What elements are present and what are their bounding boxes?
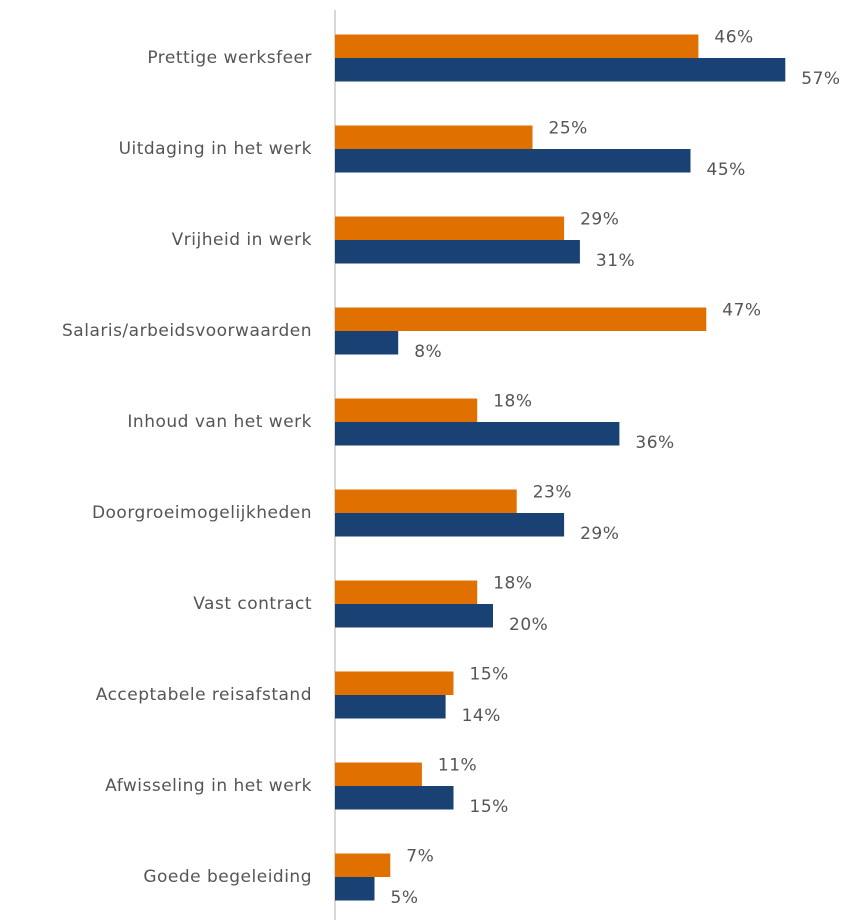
value-label: 15% [470,664,509,684]
bar [335,58,786,82]
value-label: 20% [509,615,548,635]
value-label: 11% [438,755,477,775]
bar [335,34,699,58]
bar [335,786,454,810]
bar [335,762,422,786]
category-label: Doorgroeimogelijkheden [92,503,312,523]
bar [335,240,580,264]
value-label: 8% [414,342,442,362]
value-label: 29% [580,209,619,229]
bar [335,216,565,240]
value-label: 29% [580,524,619,544]
category-label: Prettige werksfeer [147,48,312,68]
value-label: 57% [801,69,840,89]
category-label: Inhoud van het werk [127,412,312,432]
bar [335,604,493,628]
value-label: 23% [533,482,572,502]
bar [335,125,533,149]
bar [335,149,691,173]
category-label: Vast contract [193,594,312,614]
bar [335,513,565,537]
value-label: 45% [707,160,746,180]
value-label: 46% [714,27,753,47]
value-label: 25% [549,118,588,138]
bar [335,877,375,901]
value-label: 31% [596,251,635,271]
bar [335,695,446,719]
value-label: 14% [462,706,501,726]
value-label: 7% [406,846,434,866]
bar [335,307,707,331]
category-label: Salaris/arbeidsvoorwaarden [62,321,312,341]
category-label: Vrijheid in werk [172,230,312,250]
value-label: 5% [391,888,419,908]
bar [335,489,517,513]
category-label: Goede begeleiding [143,867,312,887]
value-label: 47% [722,300,761,320]
bar [335,853,391,877]
bar [335,398,478,422]
category-label: Acceptabele reisafstand [96,685,312,705]
value-label: 18% [493,391,532,411]
bar [335,422,620,446]
value-label: 18% [493,573,532,593]
bar [335,580,478,604]
category-label: Afwisseling in het werk [105,776,312,796]
value-label: 36% [635,433,674,453]
category-label: Uitdaging in het werk [119,139,312,159]
bar [335,331,399,355]
bar [335,671,454,695]
value-label: 15% [470,797,509,817]
